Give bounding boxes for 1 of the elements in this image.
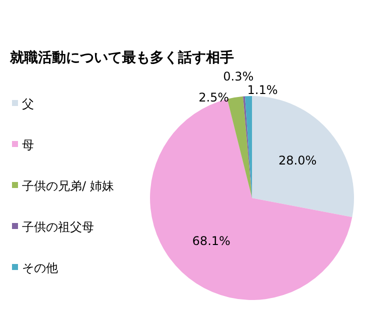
title: 就職活動について最も多く話す相手 xyxy=(10,50,234,66)
